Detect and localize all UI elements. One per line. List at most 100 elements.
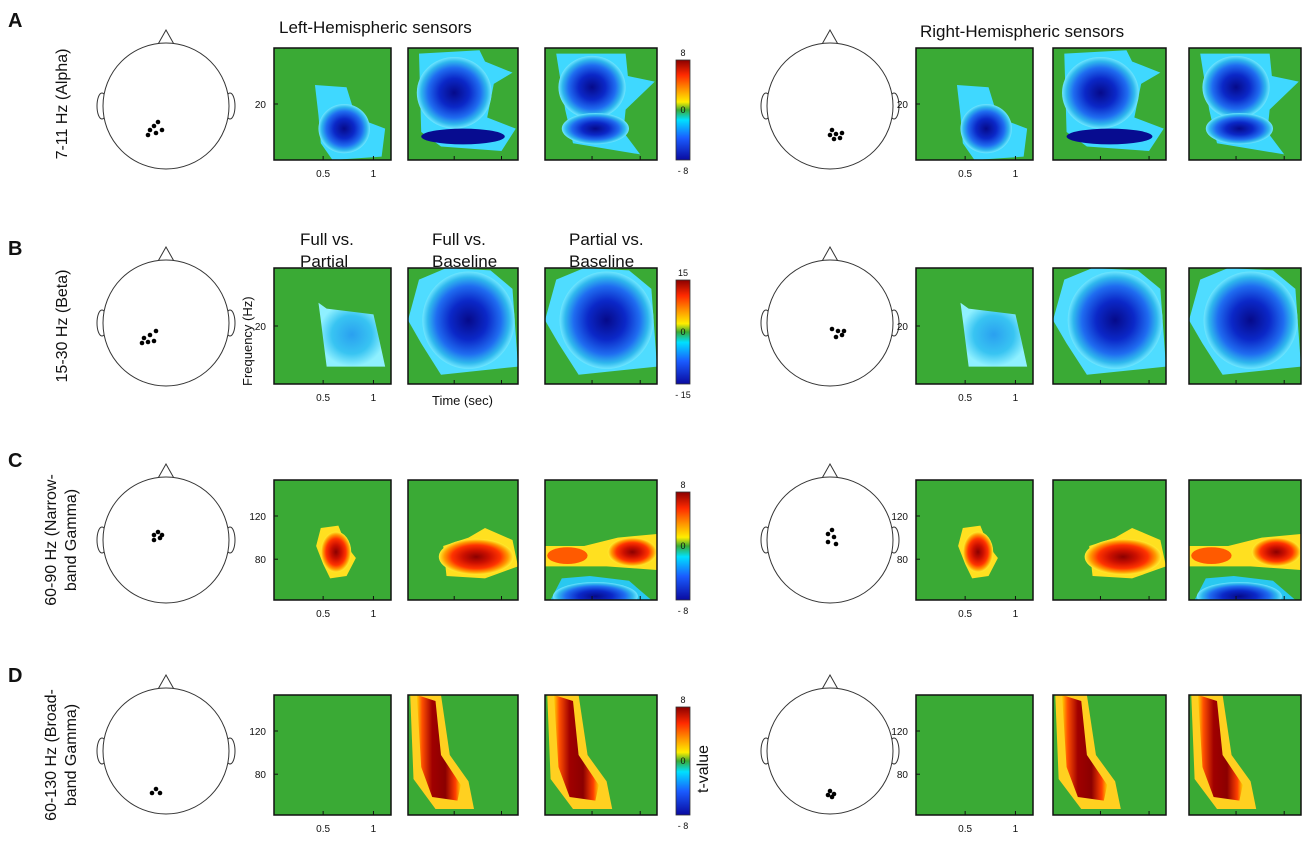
row-label: band Gamma) [63,489,80,591]
blob [1205,112,1273,145]
sensor-dot [155,529,161,535]
sensor-dot [159,532,165,538]
colorbar-mid-label: 0 [680,327,685,337]
colorbar-gradient [675,279,691,385]
right-tf-panel-r3-c3 [1188,479,1302,601]
left-tf-panel-r3-c1: 0.5 1 120 80 [249,479,392,620]
y-tick-label: 80 [255,770,267,781]
sensor-dot [829,794,835,800]
panel-background [274,695,391,815]
right-tf-panel-r2-c3 [1188,267,1302,385]
left-hemisphere-title: Left-Hemispheric sensors [279,18,472,37]
colorbar-top-label: 15 [678,268,688,278]
panel-border [1188,267,1302,385]
x-tick-label: 0.5 [958,169,972,180]
panel-border [407,267,519,385]
blob [416,56,492,129]
right-hemisphere-title: Right-Hemispheric sensors [920,22,1124,41]
sensor-dot [831,136,837,142]
sensor-dot [145,132,151,138]
blob [547,547,588,564]
blob [960,302,1028,367]
x-tick-label: 1 [371,169,377,180]
panel-border [1052,267,1167,385]
y-tick-label: 20 [255,322,267,333]
left-tf-panel-r4-c1: 0.5 1 120 80 [249,694,392,835]
right-tf-panel-r4-c1: 0.5 1 120 80 [891,694,1034,835]
blob [559,271,654,369]
blob [1066,128,1153,145]
sensor-dot [153,786,159,792]
head-right [760,462,900,604]
colorbar-gradient [675,59,691,161]
head-right [760,28,900,170]
row-label: 60-130 Hz (Broad- [43,689,60,821]
row-label: band Gamma) [63,704,80,806]
colorbar-top-label: 8 [680,480,685,490]
left-tf-panel-r2-c2 [407,267,519,385]
blob [962,531,994,573]
y-tick-label: 20 [897,100,909,111]
col1-header-line1: Full vs. [300,230,354,249]
sensor-dot [825,531,831,537]
x-tick-label: 1 [1013,169,1019,180]
blob [1202,55,1270,119]
colorbar: 15 0 - 15 [675,268,691,400]
blob [438,538,514,575]
blob [1191,547,1232,564]
sensor-dot [833,541,839,547]
colorbar: 8 0 - 8 [675,48,691,176]
x-tick-label: 0.5 [316,609,330,620]
sensor-dot [827,132,833,138]
panel-border [1052,47,1167,161]
sensor-dot [829,527,835,533]
y-tick-label: 80 [897,555,909,566]
right-tf-panel-r4-c2 [1052,694,1167,816]
blob [1196,582,1282,600]
x-tick-label: 0.5 [316,169,330,180]
right-tf-panel-r1-c2 [1052,47,1167,161]
x-tick-label: 1 [1013,393,1019,404]
y-tick-label: 120 [891,727,908,738]
panel-border [407,47,519,161]
sensor-dot [829,127,835,133]
head-outline [766,42,894,170]
panel-border [915,694,1034,816]
sensor-dot [151,338,157,344]
blob [561,112,630,145]
colorbar-top-label: 8 [680,695,685,705]
left-tf-panel-r4-c2 [407,694,519,816]
panel-border [1188,694,1302,816]
column-headers: Full vs. Partial Full vs. Baseline Parti… [300,230,644,271]
x-tick-label: 1 [1013,824,1019,835]
y-tick-label: 80 [897,770,909,781]
colorbar-gradient [675,706,691,816]
panel-border [1052,694,1167,816]
sensor-dot [147,332,153,338]
blob [553,695,599,801]
blob [552,582,638,600]
x-tick-label: 0.5 [958,824,972,835]
sensor-dot [825,792,831,798]
panel-background [916,695,1033,815]
sensor-dot [149,790,155,796]
left-tf-panel-r4-c3 [544,694,658,816]
head-outline [102,687,230,815]
right-tf-panel-r1-c1: 0.5 1 20 [897,47,1034,180]
panel-border [273,479,392,601]
head-outline [766,476,894,604]
sensor-dot [841,328,847,334]
panel-letter: C [8,450,22,472]
x-tick-label: 0.5 [316,824,330,835]
blob [318,104,370,154]
right-tf-panel-r3-c1: 0.5 1 120 80 [891,479,1034,620]
col2-header-line2: Baseline [432,252,497,271]
sensor-dot [139,340,145,346]
head-outline [102,476,230,604]
head-outline [102,259,230,387]
colorbar-mid-label: 0 [680,105,685,115]
sensor-dot [833,334,839,340]
colorbar-label: t-value [695,745,712,793]
blob [1084,538,1162,575]
sensor-dot [151,123,157,129]
